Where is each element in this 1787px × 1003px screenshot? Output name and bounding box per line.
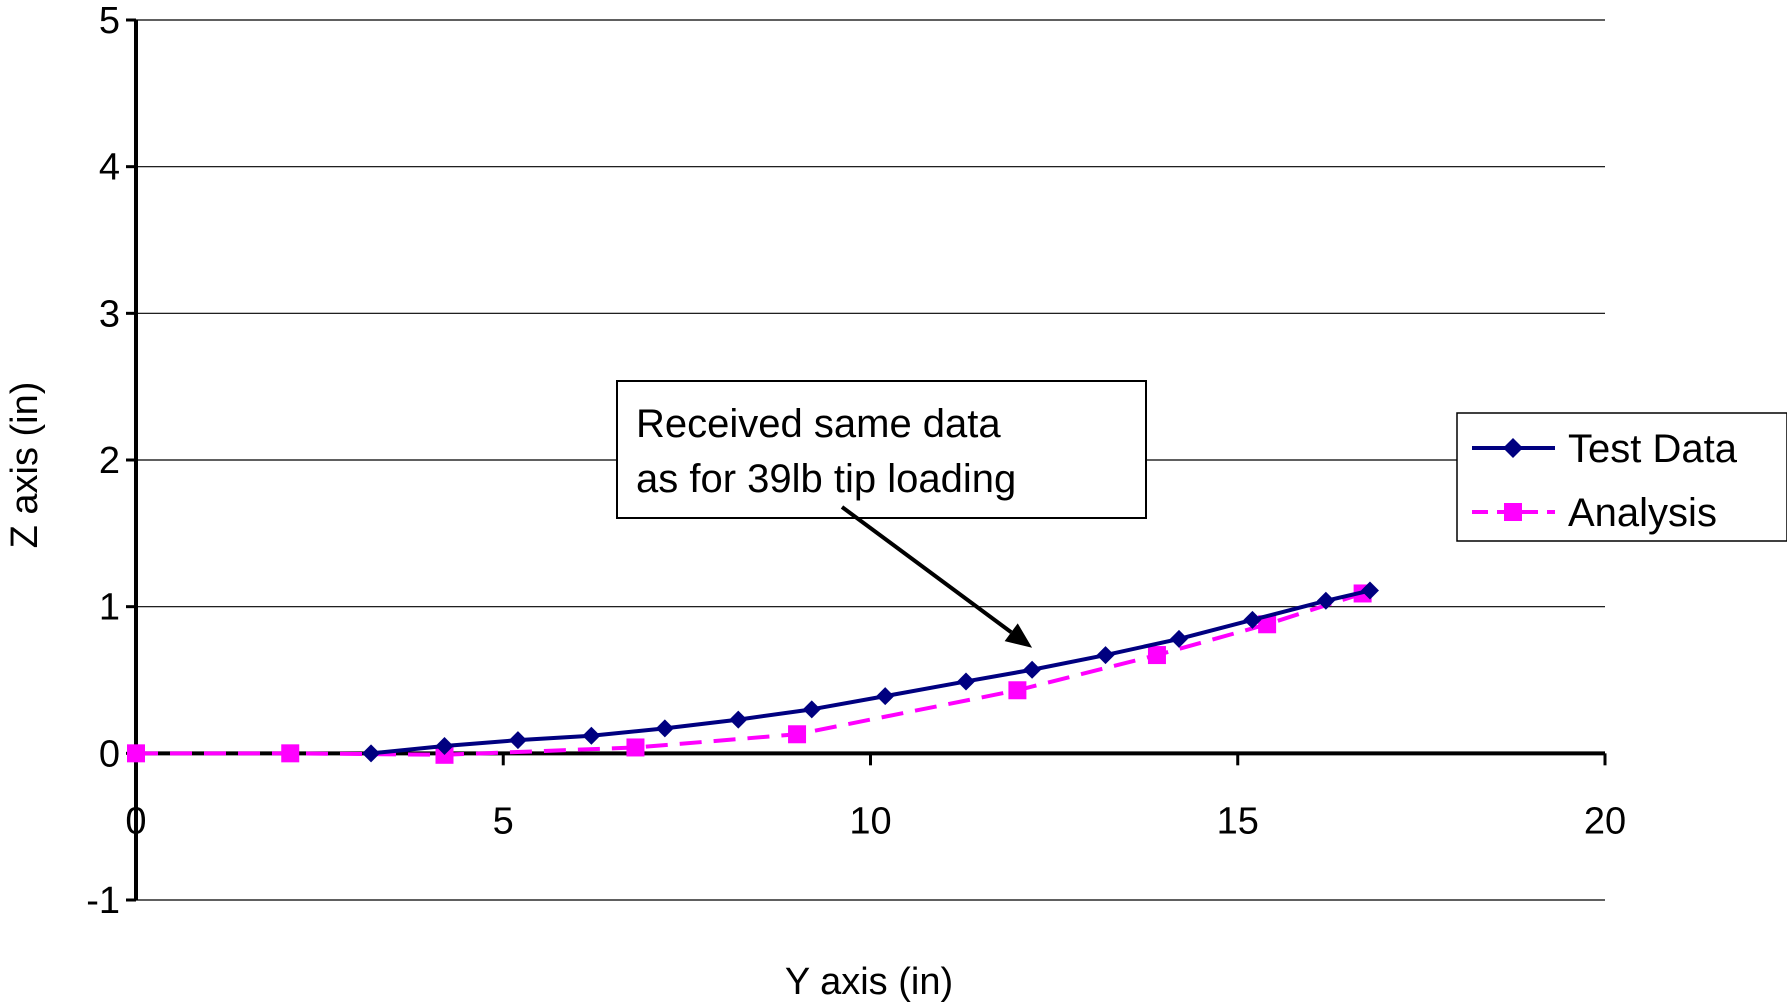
y-tick-label: 5 — [99, 0, 120, 42]
data-point — [127, 744, 145, 763]
data-point — [1096, 646, 1115, 665]
x-axis: 0 5 10 15 20 — [125, 751, 1626, 842]
annotation-line-2: as for 39lb tip loading — [636, 457, 1016, 501]
data-point — [655, 719, 674, 738]
annotation: Received same data as for 39lb tip loadi… — [616, 380, 1147, 648]
data-point — [1258, 615, 1277, 634]
data-point — [582, 726, 601, 745]
data-point — [729, 710, 748, 729]
y-tick-label: 2 — [99, 440, 120, 482]
data-point — [281, 744, 300, 763]
series-analysis — [127, 584, 1372, 764]
x-tick-label: 20 — [1584, 800, 1626, 842]
legend-label-test-data: Test Data — [1568, 427, 1738, 471]
legend-marker-test-data — [1503, 438, 1523, 458]
data-point — [508, 731, 527, 750]
data-point — [788, 725, 807, 744]
data-point — [1008, 681, 1027, 700]
data-point — [956, 672, 975, 691]
x-axis-title: Y axis (in) — [785, 961, 953, 1003]
legend: Test Data Analysis — [1456, 412, 1787, 542]
y-tick-label: 1 — [99, 587, 120, 629]
data-point — [435, 737, 454, 755]
data-point — [876, 687, 895, 706]
x-tick-label: 15 — [1217, 800, 1259, 842]
data-point — [802, 700, 821, 719]
data-point — [1147, 646, 1166, 665]
x-tick-label: 10 — [849, 800, 891, 842]
series-line — [370, 588, 1371, 756]
data-point — [362, 744, 381, 763]
x-tick-label: 0 — [125, 800, 146, 842]
y-axis-title: Z axis (in) — [4, 382, 46, 549]
data-point — [1169, 629, 1188, 648]
legend-label-analysis: Analysis — [1568, 491, 1717, 535]
legend-marker-analysis — [1504, 503, 1522, 521]
y-tick-label: 0 — [99, 733, 120, 775]
legend-item-analysis: Analysis — [1472, 491, 1717, 535]
plot-area — [127, 581, 1379, 764]
y-tick-label: 3 — [99, 293, 120, 335]
series-test-data — [362, 581, 1379, 763]
data-point — [1360, 581, 1379, 600]
y-axis: -1 0 1 2 3 4 5 — [86, 0, 138, 922]
data-point — [1023, 660, 1042, 679]
data-point — [1316, 591, 1335, 610]
data-point — [1243, 610, 1262, 629]
annotation-arrowhead — [1004, 623, 1033, 648]
x-tick-label: 5 — [493, 800, 514, 842]
y-tick-label: -1 — [86, 880, 120, 922]
annotation-arrow — [840, 505, 1013, 634]
annotation-box — [616, 380, 1147, 519]
y-tick-label: 4 — [99, 147, 120, 189]
annotation-line-1: Received same data — [636, 402, 1001, 446]
legend-item-test-data: Test Data — [1472, 427, 1738, 471]
data-point — [626, 738, 645, 757]
series-line — [136, 591, 1364, 757]
